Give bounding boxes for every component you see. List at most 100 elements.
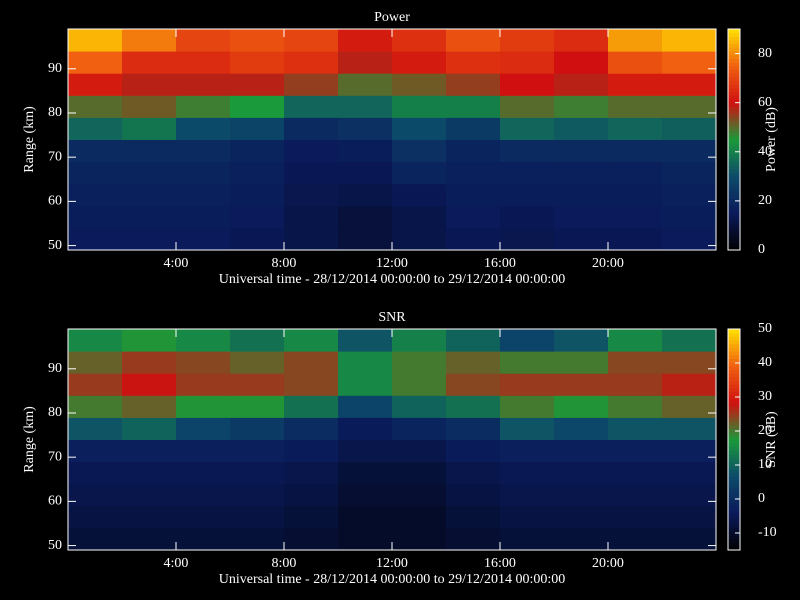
colorbar-swatch (728, 198, 740, 203)
heatmap-cell (338, 373, 393, 396)
colorbar-swatch (728, 135, 740, 140)
heatmap-cell (500, 161, 555, 185)
colorbar-swatch (728, 358, 740, 363)
heatmap-cell (284, 117, 339, 140)
heatmap-cell (554, 439, 609, 463)
heatmap-cell (122, 439, 177, 463)
heatmap-cell (176, 139, 231, 163)
heatmap-cell (392, 161, 447, 185)
heatmap-cell (554, 483, 609, 507)
heatmap-cell (500, 73, 555, 96)
colorbar-tick-label: 20 (758, 193, 772, 208)
heatmap-cell (608, 373, 663, 396)
x-tick-label: 20:00 (592, 256, 624, 271)
colorbar-swatch (728, 187, 740, 192)
heatmap-cell (338, 29, 393, 52)
heatmap-cell (392, 483, 447, 507)
heatmap-cell (608, 483, 663, 507)
heatmap-cell (122, 351, 177, 374)
heatmap-cell (338, 439, 393, 463)
heatmap-cell (284, 351, 339, 374)
heatmap-cell (446, 373, 501, 396)
heatmap-cell (122, 95, 177, 118)
heatmap-cell (446, 505, 501, 529)
colorbar-swatch (728, 498, 740, 503)
heatmap-cell (662, 351, 717, 374)
colorbar-swatch (728, 62, 740, 67)
heatmap-cell (68, 351, 123, 374)
heatmap-cell (662, 439, 717, 463)
colorbar-swatch (728, 216, 740, 222)
heatmap-cell (68, 161, 123, 185)
colorbar-swatch (728, 421, 740, 426)
colorbar-swatch (728, 213, 740, 218)
x-tick-label: 8:00 (272, 256, 297, 271)
heatmap-cell (500, 329, 555, 352)
colorbar-tick-label: 0 (758, 242, 765, 257)
colorbar-frame (727, 28, 741, 251)
colorbar-frame (727, 328, 741, 551)
heatmap-cell (230, 329, 285, 352)
colorbar-swatch (728, 476, 740, 481)
heatmap-cell (392, 395, 447, 418)
colorbar-swatch (728, 520, 740, 525)
colorbar-swatch (728, 32, 740, 37)
heatmap-cell (392, 73, 447, 96)
colorbar-swatch (728, 117, 740, 122)
heatmap-cell (608, 439, 663, 463)
heatmap-cell (68, 329, 123, 352)
colorbar-swatch (728, 406, 740, 411)
heatmap-cell (608, 227, 663, 251)
heatmap-cell (338, 417, 393, 440)
colorbar-swatch (728, 417, 740, 422)
heatmap-cell (122, 183, 177, 207)
heatmap-cell (500, 117, 555, 140)
heatmap-cell (446, 483, 501, 507)
colorbar-swatch (728, 531, 740, 536)
colorbar-tick-label: 40 (758, 144, 772, 159)
heatmap-cell (500, 395, 555, 418)
colorbar-swatch (728, 380, 740, 385)
heatmap-cell (554, 205, 609, 229)
heatmap-cell (68, 373, 123, 396)
colorbar-swatch (728, 29, 740, 34)
colorbar-swatch (728, 428, 740, 433)
heatmap-cell (338, 395, 393, 418)
colorbar (728, 29, 740, 251)
colorbar-swatch (728, 36, 740, 41)
heatmap-cell (662, 95, 717, 118)
heatmap-cell (392, 329, 447, 352)
heatmap-cell (68, 95, 123, 118)
colorbar-swatch (728, 546, 740, 551)
heatmap-cell (608, 205, 663, 229)
heatmap-cell (284, 461, 339, 485)
heatmap-cell (554, 183, 609, 207)
colorbar-swatch (728, 502, 740, 507)
colorbar-swatch (728, 439, 740, 444)
heatmap-cell (68, 439, 123, 463)
colorbar-tick-label: 40 (758, 355, 772, 370)
heatmap-cell (230, 417, 285, 440)
heatmap-cell (662, 461, 717, 485)
heatmap-cell (284, 183, 339, 207)
y-tick-label: 60 (48, 494, 62, 509)
heatmap-cell (662, 205, 717, 229)
colorbar-swatch (728, 487, 740, 492)
heatmap-cell (608, 183, 663, 207)
heatmap-cell (122, 461, 177, 485)
heatmap-cell (392, 117, 447, 140)
heatmap-cell (608, 95, 663, 118)
heatmap-cell (338, 51, 393, 74)
colorbar-swatch (728, 542, 740, 547)
colorbar-swatch (728, 535, 740, 540)
heatmap-cell (500, 95, 555, 118)
heatmap-cell (68, 205, 123, 229)
heatmap-cell (500, 461, 555, 485)
heatmap-cell (284, 329, 339, 352)
heatmap-cell (338, 139, 393, 163)
colorbar-swatch (728, 446, 740, 452)
heatmap-cell (608, 351, 663, 374)
heatmap-cell (230, 95, 285, 118)
heatmap-cell (554, 527, 609, 551)
